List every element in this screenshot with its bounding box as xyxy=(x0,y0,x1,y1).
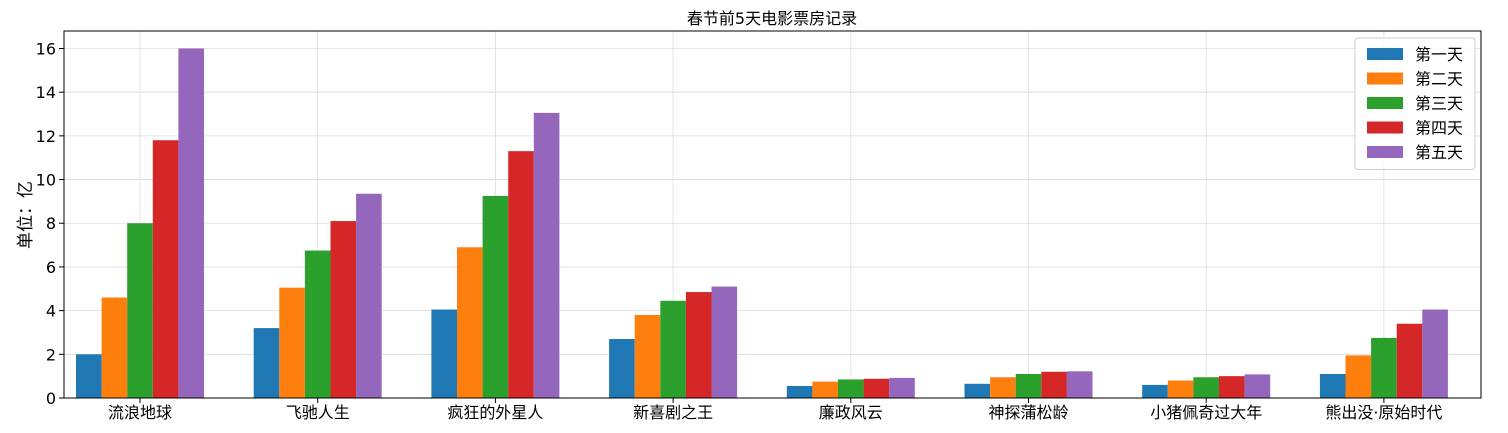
bar xyxy=(431,309,457,398)
bar xyxy=(1371,337,1397,398)
bar xyxy=(1219,376,1245,398)
bar xyxy=(838,379,864,398)
bar xyxy=(1041,371,1067,398)
bar xyxy=(457,247,483,398)
bar xyxy=(1345,355,1372,398)
bar xyxy=(812,381,838,398)
x-tick-label: 流浪地球 xyxy=(108,403,172,422)
bar xyxy=(508,151,534,398)
bar xyxy=(304,250,331,398)
x-tick-label: 熊出没·原始时代 xyxy=(1325,403,1442,422)
y-tick-label: 0 xyxy=(46,389,56,408)
bar xyxy=(1319,373,1346,398)
legend-frame xyxy=(1354,37,1476,170)
x-tick-label: 小猪佩奇过大年 xyxy=(1150,403,1262,422)
bar xyxy=(1193,377,1219,398)
bar xyxy=(634,314,661,398)
bar xyxy=(76,354,102,398)
bar xyxy=(964,383,991,398)
bar xyxy=(1422,309,1448,398)
y-axis-label: 单位：亿 xyxy=(16,181,36,249)
bar xyxy=(279,287,305,398)
x-tick-label: 神探蒲松龄 xyxy=(988,403,1068,422)
bar xyxy=(609,339,635,398)
legend-swatch xyxy=(1367,72,1403,85)
legend-swatch xyxy=(1367,121,1403,134)
bar xyxy=(863,378,890,398)
y-tick-label: 8 xyxy=(46,214,56,233)
legend-label: 第五天 xyxy=(1415,143,1463,162)
x-tick-label: 疯狂的外星人 xyxy=(447,403,543,422)
y-tick-label: 16 xyxy=(36,39,56,58)
bar xyxy=(101,297,128,398)
x-tick-label: 新喜剧之王 xyxy=(633,403,713,422)
bar xyxy=(127,223,153,398)
bar xyxy=(1244,374,1271,398)
y-tick-label: 10 xyxy=(36,171,56,190)
y-tick-label: 6 xyxy=(46,258,56,277)
x-tick-label: 廉政风云 xyxy=(819,403,883,422)
bar xyxy=(990,377,1016,398)
bar xyxy=(356,193,382,398)
bar xyxy=(253,328,280,398)
bar xyxy=(482,195,509,398)
legend-label: 第一天 xyxy=(1415,45,1463,64)
bar xyxy=(152,140,179,398)
bar xyxy=(178,48,204,398)
x-tick-label: 飞驰人生 xyxy=(286,403,350,422)
y-tick-label: 4 xyxy=(46,302,56,321)
legend-label: 第四天 xyxy=(1415,119,1463,138)
bar xyxy=(533,112,560,398)
legend-swatch xyxy=(1367,48,1403,60)
bar xyxy=(711,286,738,398)
bar xyxy=(660,300,686,398)
bar xyxy=(1015,373,1042,398)
bar xyxy=(1167,380,1194,398)
bar xyxy=(1396,323,1423,398)
bar xyxy=(330,221,357,398)
legend-label: 第二天 xyxy=(1415,70,1463,89)
bar xyxy=(889,377,915,398)
bar xyxy=(1142,384,1168,398)
legend-label: 第三天 xyxy=(1415,94,1463,113)
axes-layer: 0 2 4 6 8 10 12 14 16 流浪地球 飞驰人生 疯狂的外星人 新喜剧之王 廉政风云 神探蒲松… xyxy=(36,39,1443,422)
bars-layer xyxy=(76,48,1448,398)
y-tick-label: 12 xyxy=(36,127,56,146)
plot-frame xyxy=(63,30,1482,399)
bar xyxy=(685,292,712,398)
y-tick-label: 2 xyxy=(46,345,56,364)
legend-swatch xyxy=(1367,97,1403,109)
bar xyxy=(1066,371,1093,398)
y-tick-label: 14 xyxy=(36,83,56,102)
legend-swatch xyxy=(1367,146,1403,158)
chart-title: 春节前5天电影票房记录 xyxy=(687,9,857,28)
bar xyxy=(786,385,813,398)
